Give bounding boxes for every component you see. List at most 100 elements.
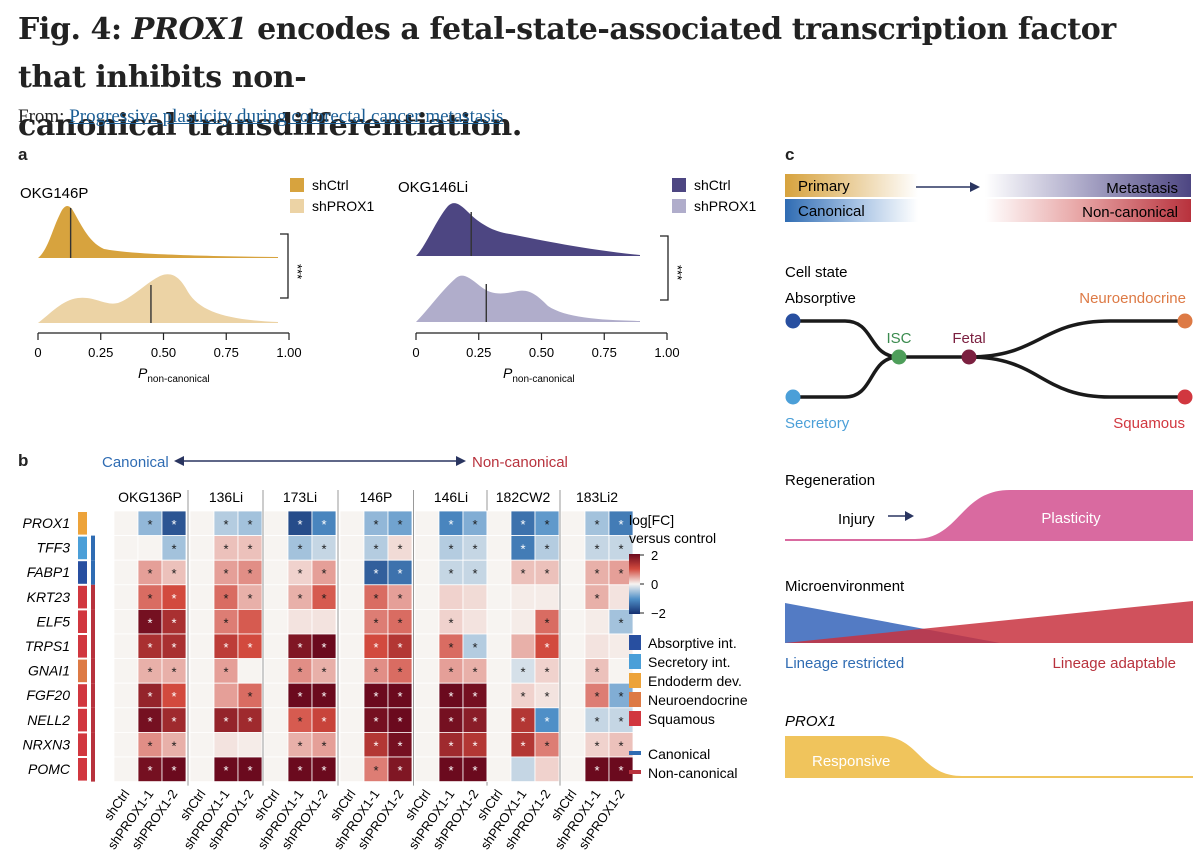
heatmap-cell-shctrl bbox=[189, 658, 215, 684]
heatmap-sample-header: 173Li bbox=[283, 489, 317, 505]
axis-ticks-right: 0 0.25 0.50 0.75 1.00 bbox=[412, 333, 680, 360]
significance-star: * bbox=[397, 566, 402, 581]
heatmap-cell bbox=[161, 535, 187, 561]
significance-star: * bbox=[297, 591, 302, 606]
significance-star: * bbox=[147, 763, 152, 778]
legend-absorptive: Absorptive int. bbox=[648, 635, 737, 651]
heatmap-cell-shctrl bbox=[263, 584, 289, 610]
heatmap-cell-shctrl bbox=[189, 732, 215, 758]
heatmap-cell-shctrl bbox=[560, 510, 586, 537]
heatmap-cell bbox=[534, 633, 560, 660]
legend-secretory: Secretory int. bbox=[648, 654, 730, 670]
heatmap-cell-shctrl bbox=[113, 559, 139, 586]
significance-star: * bbox=[297, 640, 302, 655]
gene-lineage-bar bbox=[91, 732, 95, 757]
significance-star: * bbox=[147, 714, 152, 729]
heatmap-cell bbox=[462, 609, 488, 635]
legend-swatch-non-canonical bbox=[629, 770, 641, 774]
legend-canonical: Canonical bbox=[648, 746, 710, 762]
heatmap-cell bbox=[462, 658, 488, 684]
axis-tick-label-left: 0 bbox=[34, 345, 41, 360]
squamous-label: Squamous bbox=[1113, 415, 1185, 432]
axis-tick-label-left: 1.00 bbox=[276, 345, 301, 360]
heatmap-cell bbox=[534, 609, 560, 635]
article-link[interactable]: Progressive plasticity during colorectal… bbox=[69, 106, 504, 127]
colorbar-title-2: versus control bbox=[629, 530, 716, 546]
significance-star: * bbox=[472, 689, 477, 704]
axis-tick-label-right: 0 bbox=[412, 345, 419, 360]
significance-star: * bbox=[397, 542, 402, 557]
heatmap-gene-label: POMC bbox=[28, 761, 71, 777]
significance-star: * bbox=[448, 689, 453, 704]
significance-star: * bbox=[297, 738, 302, 753]
heatmap-cell bbox=[438, 732, 464, 758]
heatmap-cell bbox=[363, 535, 389, 561]
legend-swatch-right-shctrl bbox=[672, 178, 686, 192]
heatmap-cell-shctrl bbox=[486, 732, 512, 758]
significance-star: * bbox=[373, 738, 378, 753]
heatmap-cell bbox=[161, 609, 187, 635]
heatmap-cell bbox=[137, 756, 163, 783]
density-right-shprox1 bbox=[416, 275, 640, 322]
axis-tick-label-right: 0.50 bbox=[529, 345, 554, 360]
significance-star: * bbox=[171, 665, 176, 680]
significance-star: * bbox=[618, 763, 623, 778]
heatmap-cell-shctrl bbox=[486, 510, 512, 537]
heatmap-cell bbox=[237, 535, 263, 561]
significance-star: * bbox=[171, 640, 176, 655]
significance-star: * bbox=[544, 640, 549, 655]
heatmap-cell bbox=[161, 559, 187, 586]
heatmap-cell-shctrl bbox=[560, 682, 586, 709]
heatmap-cell bbox=[287, 510, 313, 537]
significance-star: * bbox=[321, 591, 326, 606]
significance-star: * bbox=[171, 615, 176, 630]
heatmap-cell-shctrl bbox=[339, 633, 365, 660]
figure-title-rest: encodes a fetal-state-associated transcr… bbox=[18, 12, 1116, 95]
significance-star: * bbox=[618, 714, 623, 729]
legend-squamous: Squamous bbox=[648, 711, 715, 727]
heatmap-cell bbox=[161, 658, 187, 684]
significance-star: * bbox=[321, 665, 326, 680]
significance-star: * bbox=[448, 615, 453, 630]
figure-gene: PROX1 bbox=[131, 12, 248, 47]
non-canonical-bar bbox=[985, 199, 1191, 222]
significance-star: * bbox=[373, 714, 378, 729]
heatmap-cell bbox=[387, 707, 413, 733]
significance-star: * bbox=[247, 689, 252, 704]
significance-star: * bbox=[321, 738, 326, 753]
significance-star: * bbox=[448, 542, 453, 557]
significance-star: * bbox=[147, 591, 152, 606]
significance-star: * bbox=[247, 566, 252, 581]
ridgeline-right: OKG146Li shCtrl shPROX1 *** 0 0.25 0.50 0.7… bbox=[398, 177, 756, 385]
metastasis-bar bbox=[985, 174, 1191, 197]
significance-star: * bbox=[448, 566, 453, 581]
significance-star: * bbox=[247, 542, 252, 557]
legend-swatch-neuroendocrine bbox=[629, 692, 641, 707]
heatmap-cell bbox=[237, 682, 263, 709]
significance-bracket-right bbox=[660, 235, 669, 301]
cell-state-title: Cell state bbox=[785, 264, 848, 281]
heatmap-cell bbox=[237, 732, 263, 758]
heatmap-cell bbox=[137, 682, 163, 709]
significance-star: * bbox=[520, 665, 525, 680]
significance-star: * bbox=[223, 615, 228, 630]
heatmap: OKG136P 136Li 173Li 146P 146Li 182CW2 183Li2 PR… bbox=[23, 489, 634, 852]
heatmap-cell-shctrl bbox=[339, 559, 365, 586]
heatmap-cell bbox=[161, 732, 187, 758]
significance-star: * bbox=[448, 665, 453, 680]
significance-star: * bbox=[544, 615, 549, 630]
gene-category-bar bbox=[78, 610, 87, 633]
isc-label: ISC bbox=[886, 330, 911, 347]
significance-star: * bbox=[397, 615, 402, 630]
heatmap-cell bbox=[311, 510, 337, 537]
heatmap-cell-shctrl bbox=[339, 535, 365, 561]
heatmap-cell bbox=[387, 732, 413, 758]
significance-star: * bbox=[223, 714, 228, 729]
node-squamous bbox=[1177, 389, 1193, 405]
heatmap-cell-shctrl bbox=[189, 609, 215, 635]
significance-star: * bbox=[448, 517, 453, 532]
significance-star: * bbox=[321, 640, 326, 655]
heatmap-cell bbox=[161, 756, 187, 783]
panel-label-a: a bbox=[18, 145, 28, 164]
